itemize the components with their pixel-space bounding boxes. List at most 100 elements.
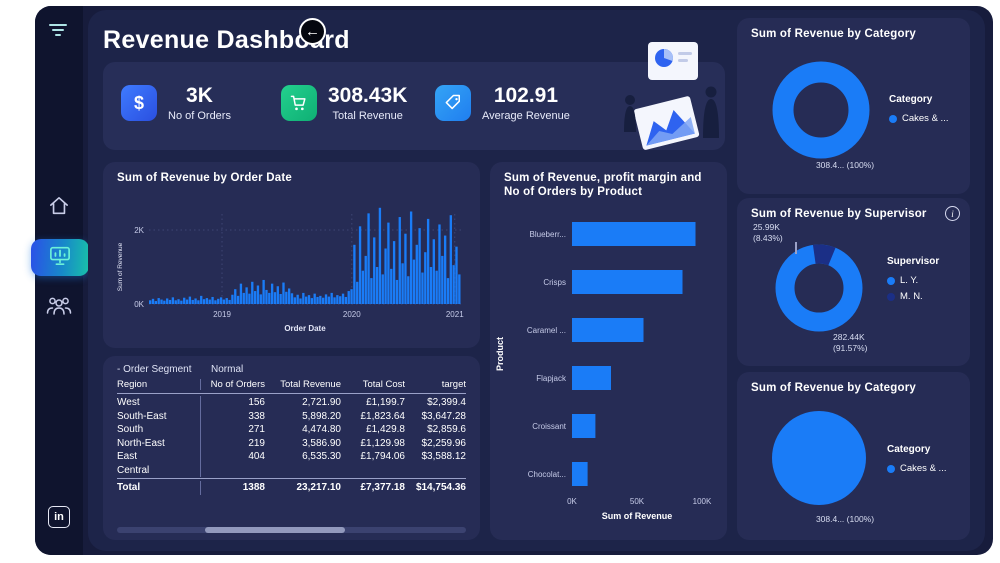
back-button[interactable]: ← xyxy=(299,18,326,45)
series-bar xyxy=(265,289,268,304)
series-bar xyxy=(446,278,450,304)
supervisor-callout-ly: 282.44K (91.57%) xyxy=(833,332,868,354)
legend-item[interactable]: L. Y. xyxy=(887,275,939,286)
table-header: Region No of Orders Total Revenue Total … xyxy=(117,379,466,394)
table-cell: £1,429.8 xyxy=(366,424,405,435)
series-bar xyxy=(177,299,180,304)
tag-icon xyxy=(435,85,471,121)
col-region[interactable]: Region xyxy=(117,379,201,390)
y-tick-label: 0K xyxy=(134,300,144,309)
kpi-average-revenue: 102.91 Average Revenue xyxy=(435,84,570,122)
legend-title: Supervisor xyxy=(887,256,940,267)
dashboard-board: Revenue Dashboard ← $ 3K No of Orders xyxy=(88,10,985,551)
legend-label: Cakes & ... xyxy=(902,113,949,124)
legend-title: Category xyxy=(887,444,931,455)
table-row: West 156 2,721.90 £1,199.7 $2,399.4 xyxy=(117,396,466,410)
callout-leader-line xyxy=(795,242,797,254)
category-pie-title: Sum of Revenue by Category xyxy=(751,382,916,394)
home-icon[interactable] xyxy=(48,196,70,221)
legend-label: L. Y. xyxy=(900,275,919,286)
series-bar xyxy=(458,274,461,304)
linkedin-icon[interactable]: in xyxy=(48,506,70,528)
order-date-title: Sum of Revenue by Order Date xyxy=(117,172,292,184)
series-bar xyxy=(443,235,447,304)
table-scrollbar-thumb[interactable] xyxy=(205,527,345,533)
x-tick-label: 100K xyxy=(693,497,712,506)
filter-icon[interactable] xyxy=(48,22,68,43)
chart-presentation-icon xyxy=(49,245,71,271)
product-bar xyxy=(572,222,696,246)
table-scrollbar-track[interactable] xyxy=(117,527,466,533)
series-bar xyxy=(310,298,314,304)
order-date-plot[interactable]: 2019 2020 2021 0K 2K Order Date Sum of Revenue xyxy=(109,190,473,342)
series-bar xyxy=(347,291,350,304)
series-bar xyxy=(242,292,245,304)
product-bar xyxy=(572,318,644,342)
category-donut-plot[interactable] xyxy=(765,54,877,166)
legend-item[interactable]: Cakes & ... xyxy=(887,463,946,474)
table-cell: 271 xyxy=(248,424,265,435)
series-bar xyxy=(174,300,177,304)
callout-percent: (91.57%) xyxy=(833,343,868,353)
legend-item[interactable]: Cakes & ... xyxy=(889,113,948,124)
col-total-cost[interactable]: Total Cost xyxy=(362,379,405,390)
category-pie-plot[interactable] xyxy=(767,406,871,510)
table-cell: £1,794.06 xyxy=(360,451,406,462)
table-cell: £1,823.64 xyxy=(360,410,406,422)
table-row: North-East 219 3,586.90 £1,129.98 $2,259.96 xyxy=(117,436,466,450)
col-target[interactable]: target xyxy=(441,379,466,390)
table-cell: $14,754.36 xyxy=(415,482,466,493)
table-cell: 404 xyxy=(248,451,265,462)
product-bar xyxy=(572,366,611,390)
col-no-of-orders[interactable]: No of Orders xyxy=(210,379,265,390)
x-tick-label: 0K xyxy=(567,497,577,506)
category-pie-label: 308.4... (100%) xyxy=(815,514,875,524)
legend-item[interactable]: M. N. xyxy=(887,291,939,302)
cat1-dot xyxy=(889,114,897,123)
series-bar xyxy=(248,293,251,304)
supervisor-donut-plot[interactable] xyxy=(767,236,871,340)
table-row: South 271 4,474.80 £1,429.8 $2,859.6 xyxy=(117,423,466,437)
series-bar xyxy=(194,298,197,304)
table-cell xyxy=(265,464,341,478)
table-cell: Total xyxy=(117,481,201,495)
table-cell: 156 xyxy=(248,397,265,408)
order-segment-filter-value[interactable]: Normal xyxy=(211,364,244,375)
series-bar xyxy=(279,294,282,304)
series-bar xyxy=(361,270,365,304)
series-bar xyxy=(324,294,328,304)
people-icon[interactable] xyxy=(46,296,72,320)
info-icon[interactable]: i xyxy=(945,206,960,221)
table-cell: 1388 xyxy=(242,482,265,493)
kpi-value: 3K xyxy=(186,84,213,107)
series-bar xyxy=(202,299,206,304)
table-row: East 404 6,535.30 £1,794.06 $3,588.12 xyxy=(117,450,466,464)
series-bar xyxy=(290,293,294,304)
series-bar xyxy=(336,295,339,304)
supervisor-callout-mn: 25.99K (8.43%) xyxy=(753,222,783,244)
col-total-revenue[interactable]: Total Revenue xyxy=(280,379,341,390)
y-axis-title: Sum of Revenue xyxy=(117,242,124,291)
sidebar-active-item-analytics[interactable] xyxy=(31,239,89,276)
series-bar xyxy=(234,289,237,304)
product-plot[interactable]: Blueberr... Crisps Caramel ... Flapjack Croi… xyxy=(492,206,724,528)
series-bar xyxy=(384,248,387,304)
category-donut-label: 308.4... (100%) xyxy=(815,160,875,170)
series-bar xyxy=(157,298,160,304)
callout-value: 25.99K xyxy=(753,222,780,232)
series-bar xyxy=(373,237,376,304)
category-label: Crisps xyxy=(543,278,566,287)
table-row: Central xyxy=(117,463,466,478)
series-bar xyxy=(188,296,192,304)
kpi-value: 102.91 xyxy=(493,84,559,107)
series-bar xyxy=(392,241,396,304)
series-bar xyxy=(205,298,209,304)
series-bar xyxy=(421,272,424,304)
linkedin-glyph: in xyxy=(54,511,64,523)
analytics-illustration xyxy=(622,40,722,152)
series-bar xyxy=(438,224,441,304)
series-bar xyxy=(296,294,299,304)
order-date-panel: Sum of Revenue by Order Date 2019 2020 202… xyxy=(103,162,480,348)
series-bar xyxy=(415,244,418,304)
table-cell: South-East xyxy=(117,409,201,423)
